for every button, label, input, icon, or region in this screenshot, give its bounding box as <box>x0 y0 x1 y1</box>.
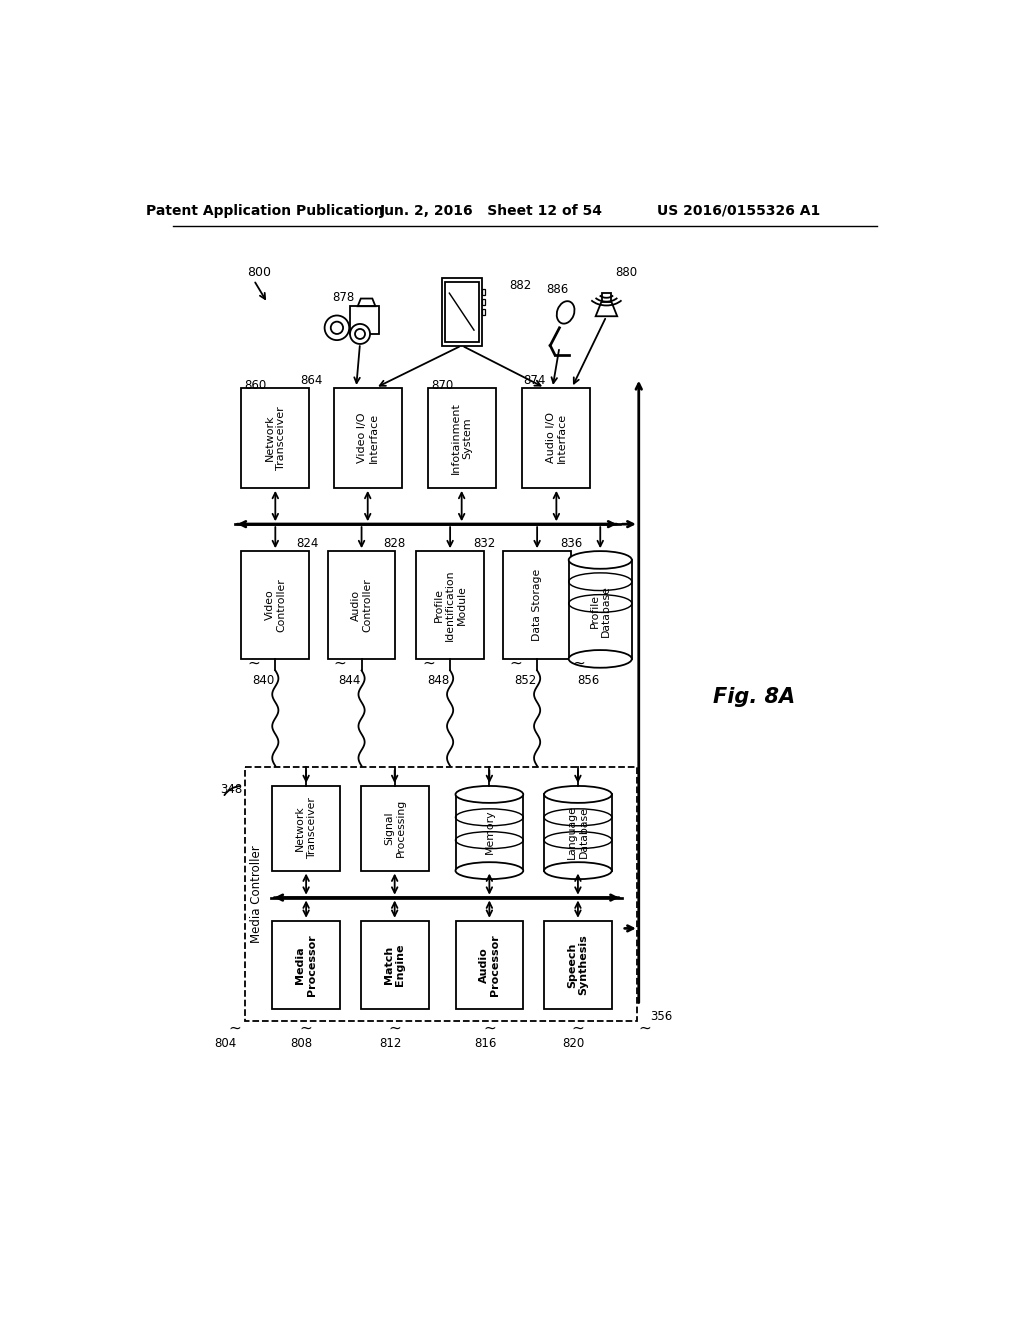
Text: ~: ~ <box>248 655 260 671</box>
Text: ~: ~ <box>228 1020 241 1036</box>
Text: ~: ~ <box>300 1020 312 1036</box>
Text: Profile
Database: Profile Database <box>590 585 611 638</box>
Text: 832: 832 <box>473 537 496 550</box>
Text: 852: 852 <box>514 675 537 686</box>
Text: ~: ~ <box>509 655 522 671</box>
Text: 874: 874 <box>523 374 546 387</box>
Bar <box>441 277 481 346</box>
Text: 882: 882 <box>509 279 531 292</box>
Text: 824: 824 <box>296 537 318 550</box>
Bar <box>456 795 523 871</box>
Text: 880: 880 <box>615 265 638 279</box>
Ellipse shape <box>355 329 365 339</box>
Text: Network
Transceiver: Network Transceiver <box>295 797 316 859</box>
Text: Media Controller: Media Controller <box>250 845 262 942</box>
Ellipse shape <box>350 323 370 345</box>
Text: Fig. 8A: Fig. 8A <box>713 688 796 708</box>
Ellipse shape <box>544 785 611 803</box>
Text: 816: 816 <box>474 1038 497 1051</box>
Text: 878: 878 <box>333 290 354 304</box>
Text: ~: ~ <box>483 1020 496 1036</box>
Bar <box>444 281 478 342</box>
Text: ~: ~ <box>422 655 435 671</box>
Bar <box>272 921 340 1010</box>
Bar <box>568 560 632 659</box>
Text: Jun. 2, 2016   Sheet 12 of 54: Jun. 2, 2016 Sheet 12 of 54 <box>380 203 602 218</box>
Text: ~: ~ <box>388 1020 401 1036</box>
Bar <box>360 921 429 1010</box>
Text: Memory: Memory <box>484 810 495 854</box>
Text: 804: 804 <box>215 1038 237 1051</box>
Text: ~: ~ <box>639 1020 651 1036</box>
Text: 860: 860 <box>245 379 267 392</box>
Ellipse shape <box>325 315 349 341</box>
Ellipse shape <box>331 322 343 334</box>
Bar <box>328 552 395 659</box>
Text: 844: 844 <box>339 675 360 686</box>
Bar <box>272 785 340 871</box>
Text: Video
Controller: Video Controller <box>264 578 286 632</box>
Text: 856: 856 <box>578 675 599 686</box>
Bar <box>242 552 309 659</box>
Text: 828: 828 <box>383 537 406 550</box>
Text: Infotainment
System: Infotainment System <box>451 403 472 474</box>
Text: 808: 808 <box>291 1038 313 1051</box>
Ellipse shape <box>544 862 611 879</box>
Text: Patent Application Publication: Patent Application Publication <box>146 203 384 218</box>
Text: Profile
Identification
Module: Profile Identification Module <box>433 569 467 640</box>
Text: Match
Engine: Match Engine <box>384 944 406 986</box>
Text: 864: 864 <box>300 374 323 387</box>
Text: 848: 848 <box>427 675 450 686</box>
Ellipse shape <box>568 552 632 569</box>
Bar <box>544 921 611 1010</box>
Text: Speech
Synthesis: Speech Synthesis <box>567 935 589 995</box>
Text: 812: 812 <box>379 1038 401 1051</box>
Bar <box>242 388 309 488</box>
Text: ~: ~ <box>334 655 346 671</box>
Text: Network
Transceiver: Network Transceiver <box>264 407 286 470</box>
Ellipse shape <box>456 785 523 803</box>
Text: ~: ~ <box>571 1020 585 1036</box>
Bar <box>360 785 429 871</box>
Text: Audio I/O
Interface: Audio I/O Interface <box>546 412 567 463</box>
Bar <box>522 388 590 488</box>
Bar <box>334 388 401 488</box>
Text: Media
Processor: Media Processor <box>295 935 316 995</box>
Text: 840: 840 <box>252 675 274 686</box>
Bar <box>350 306 379 334</box>
Bar <box>481 289 484 296</box>
Text: Signal
Processing: Signal Processing <box>384 799 406 858</box>
Bar <box>544 795 611 871</box>
Text: 356: 356 <box>650 1010 673 1023</box>
Bar <box>416 552 484 659</box>
Text: 886: 886 <box>547 282 568 296</box>
Text: 800: 800 <box>248 265 271 279</box>
Text: 836: 836 <box>560 537 583 550</box>
Text: Language
Database: Language Database <box>567 805 589 859</box>
Bar <box>602 293 611 302</box>
Text: 870: 870 <box>431 379 453 392</box>
Text: Data Storage: Data Storage <box>532 569 542 642</box>
Text: 348: 348 <box>220 783 242 796</box>
Bar <box>481 309 484 315</box>
Bar <box>503 552 571 659</box>
Ellipse shape <box>568 649 632 668</box>
Text: Audio
Controller: Audio Controller <box>351 578 373 632</box>
Text: Video I/O
Interface: Video I/O Interface <box>357 413 379 463</box>
Bar <box>481 300 484 305</box>
Text: Audio
Processor: Audio Processor <box>478 935 500 995</box>
Ellipse shape <box>456 862 523 879</box>
Text: US 2016/0155326 A1: US 2016/0155326 A1 <box>657 203 820 218</box>
Text: 820: 820 <box>562 1038 585 1051</box>
Bar <box>245 767 637 1020</box>
Bar <box>456 921 523 1010</box>
Text: ~: ~ <box>572 655 585 671</box>
Bar <box>428 388 496 488</box>
